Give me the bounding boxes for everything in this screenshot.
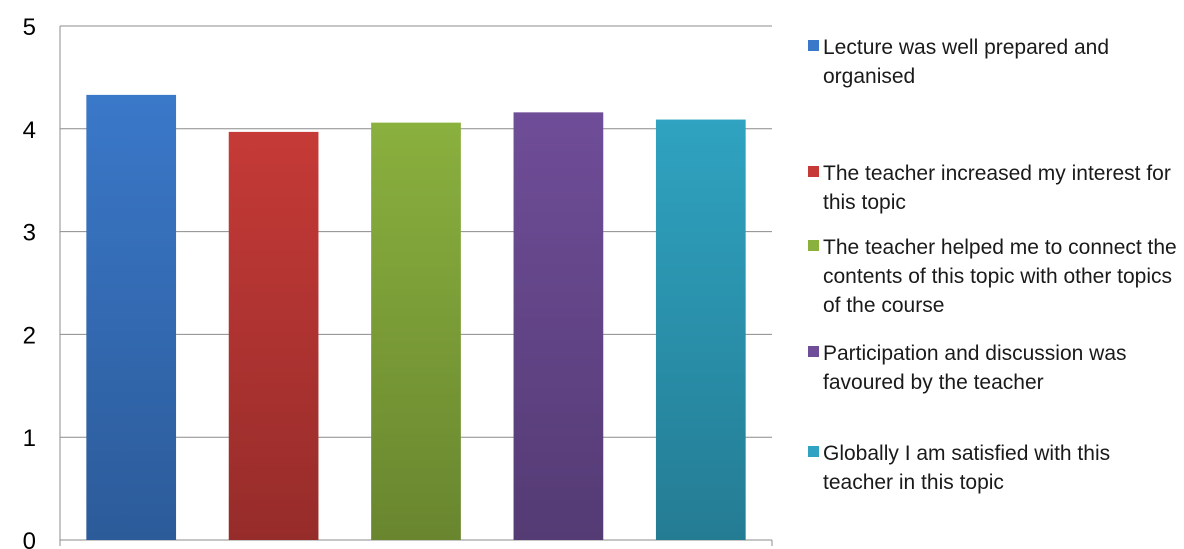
legend-swatch: [808, 166, 819, 177]
legend-label: The teacher increased my interest for th…: [823, 162, 1171, 214]
legend-label: Globally I am satisfied with this teache…: [823, 442, 1111, 494]
legend: Lecture was well prepared and organised …: [808, 0, 1184, 549]
y-tick-label: 2: [23, 322, 36, 349]
y-tick-label: 1: [23, 425, 36, 452]
y-tick-label: 3: [23, 220, 36, 247]
legend-label: Lecture was well prepared and organised: [823, 36, 1110, 88]
legend-label: Participation and discussion was favoure…: [823, 342, 1127, 394]
plot-area: 0 1 2 3 4 5: [23, 14, 773, 549]
bar: [655, 119, 746, 540]
y-tick-label: 4: [23, 117, 36, 144]
bar: [513, 112, 604, 541]
legend-swatch: [808, 240, 819, 251]
legend-swatch: [808, 40, 819, 51]
bar: [86, 94, 177, 540]
legend-label: The teacher helped me to connect the con…: [823, 236, 1177, 317]
legend-swatch: [808, 446, 819, 457]
legend-swatch: [808, 346, 819, 357]
y-tick-label: 5: [23, 14, 36, 41]
y-tick-label: 0: [23, 528, 36, 549]
bar: [228, 131, 319, 540]
bar: [371, 122, 461, 540]
